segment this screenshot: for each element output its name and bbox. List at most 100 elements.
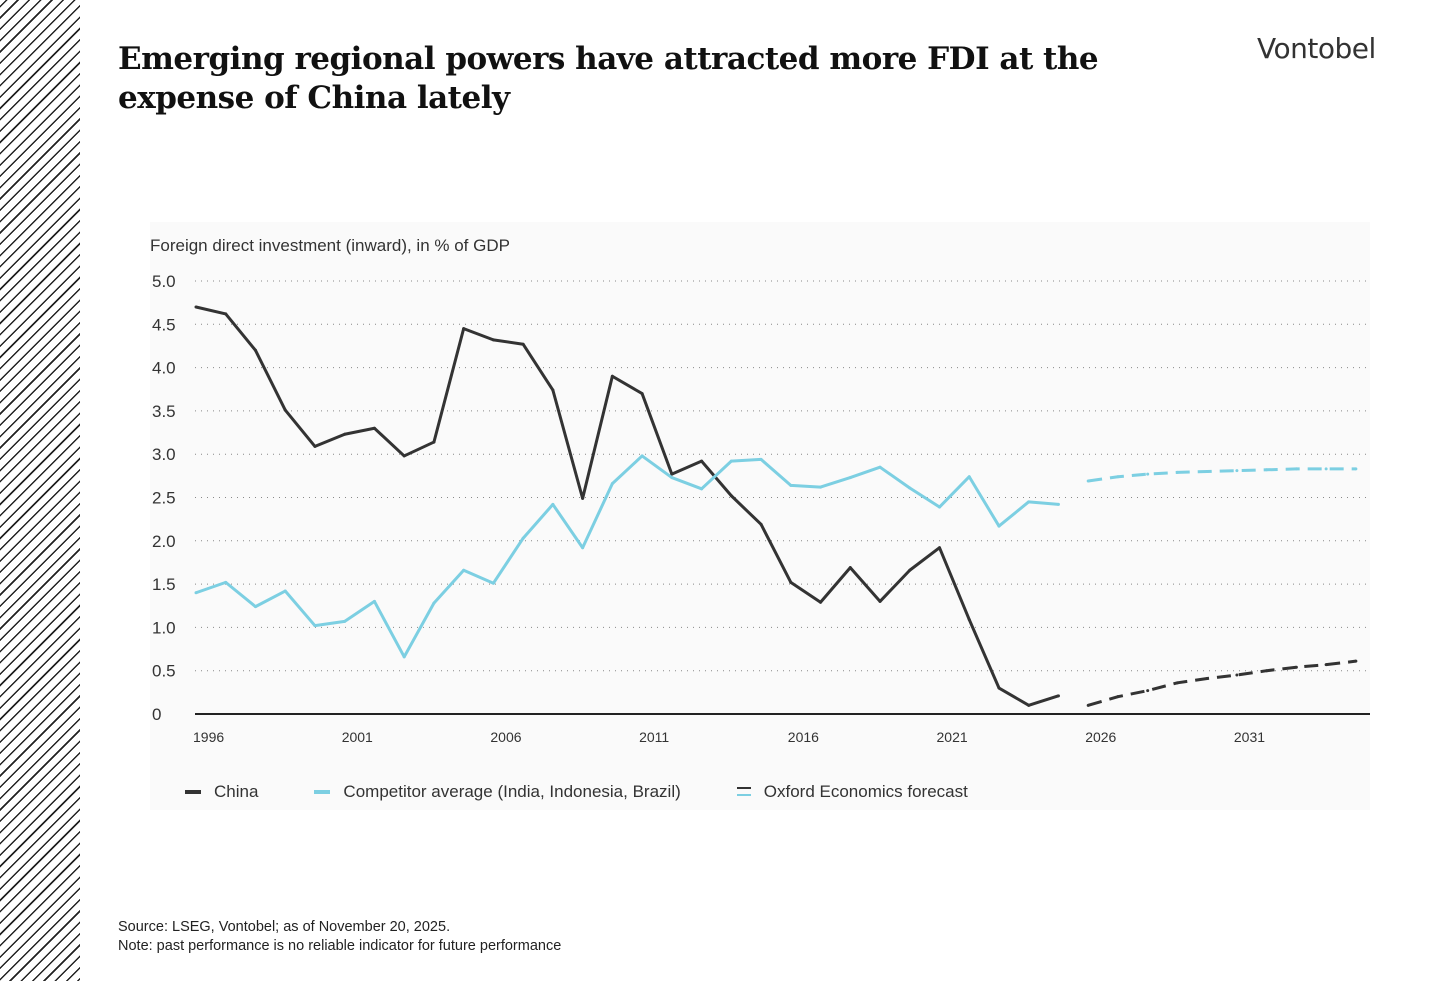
x-tick-label: 2016 — [788, 729, 819, 745]
china-point — [283, 408, 287, 412]
competitor-point — [491, 581, 495, 585]
y-tick-label: 3.0 — [152, 445, 176, 464]
china-point — [789, 580, 793, 584]
competitor-forecast-point — [1324, 467, 1328, 471]
y-tick-label: 0 — [152, 705, 161, 724]
chart-panel — [150, 222, 1370, 810]
competitor-forecast-point — [1146, 472, 1150, 476]
china-point — [848, 566, 852, 570]
china-point — [878, 599, 882, 603]
china-point — [313, 444, 317, 448]
competitor-point — [729, 459, 733, 463]
legend-label: China — [214, 782, 259, 801]
china-point — [670, 472, 674, 476]
china-point — [521, 342, 525, 346]
china-point — [640, 392, 644, 396]
x-tick-label: 2026 — [1085, 729, 1116, 745]
china-point — [759, 522, 763, 526]
source-note: Source: LSEG, Vontobel; as of November 2… — [118, 918, 561, 956]
competitor-forecast-point — [1354, 467, 1358, 471]
competitor-forecast-point — [1235, 469, 1239, 473]
competitor-point — [1027, 500, 1031, 504]
china-point — [491, 338, 495, 342]
x-tick-label: 2021 — [937, 729, 968, 745]
competitor-point — [521, 536, 525, 540]
x-tick-label: 2001 — [342, 729, 373, 745]
legend: China Competitor average (India, Indones… — [185, 782, 1024, 802]
china-forecast-point — [1116, 695, 1120, 699]
y-tick-label: 2.5 — [152, 489, 176, 508]
china-point — [700, 459, 704, 463]
page-title: Emerging regional powers have attracted … — [118, 41, 1099, 116]
china-forecast-point — [1265, 669, 1269, 673]
x-tick-label: 1996 — [193, 729, 224, 745]
competitor-point — [283, 589, 287, 593]
competitor-forecast-point — [1116, 475, 1120, 479]
legend-swatch-competitor — [314, 790, 331, 794]
china-line — [195, 305, 1059, 707]
china-point — [997, 686, 1001, 690]
source-text: Source: LSEG, Vontobel; as of November 2… — [118, 919, 451, 935]
competitor-point — [610, 482, 614, 486]
competitor-point — [551, 502, 555, 506]
competitor-point — [700, 487, 704, 491]
competitor-point — [462, 568, 466, 572]
china-point — [1056, 694, 1060, 698]
y-tick-label: 1.5 — [152, 575, 176, 594]
china-point — [462, 327, 466, 331]
china-point — [908, 568, 912, 572]
china-forecast-point — [1146, 689, 1150, 693]
y-tick-label: 5.0 — [152, 272, 176, 291]
china-forecast-point — [1086, 703, 1090, 707]
china-point — [224, 312, 228, 316]
china-point — [432, 440, 436, 444]
china-point — [372, 426, 376, 430]
competitor-point — [819, 485, 823, 489]
china-point — [253, 348, 257, 352]
china-point — [1027, 703, 1031, 707]
competitor-point — [343, 619, 347, 623]
competitor-point — [908, 486, 912, 490]
competitor-point — [938, 505, 941, 509]
competitor-point — [878, 465, 882, 469]
china-point — [819, 600, 823, 604]
competitor-forecast-point — [1175, 470, 1179, 474]
legend-swatch-forecast — [736, 787, 751, 797]
legend-label: Oxford Economics forecast — [763, 782, 968, 801]
competitor-point — [670, 476, 674, 480]
competitor-forecast-point — [1205, 470, 1209, 474]
y-tick-label: 4.0 — [152, 359, 176, 378]
competitor-point — [640, 454, 644, 458]
competitor-forecast-line — [1087, 467, 1356, 483]
y-tick-label: 3.5 — [152, 402, 176, 421]
x-tick-label: 2011 — [639, 729, 669, 745]
china-forecast-point — [1175, 681, 1179, 685]
competitor-point — [432, 601, 436, 605]
competitor-point — [848, 476, 852, 480]
china-forecast-point — [1354, 659, 1358, 663]
competitor-forecast-point — [1294, 467, 1298, 471]
china-point — [967, 618, 971, 622]
china-forecast-point — [1235, 673, 1239, 677]
competitor-line — [195, 454, 1059, 659]
competitor-forecast-point — [1265, 468, 1269, 472]
competitor-point — [759, 457, 763, 461]
y-tick-label: 0.5 — [152, 662, 176, 681]
competitor-point — [581, 546, 585, 550]
china-forecast-point — [1324, 663, 1328, 667]
competitor-point — [194, 591, 198, 595]
legend-china: China — [185, 782, 258, 802]
china-point — [343, 432, 347, 436]
china-forecast-point — [1205, 676, 1209, 680]
legend-label: Competitor average (India, Indonesia, Br… — [343, 782, 681, 801]
disclaimer-text: Note: past performance is no reliable in… — [118, 938, 562, 954]
china-point — [938, 546, 941, 550]
china-point — [610, 374, 614, 378]
china-point — [194, 305, 198, 309]
china-point — [729, 494, 733, 498]
y-tick-label: 4.5 — [152, 315, 176, 334]
competitor-point — [313, 624, 317, 628]
competitor-point — [997, 524, 1001, 528]
china-forecast-point — [1294, 665, 1298, 669]
